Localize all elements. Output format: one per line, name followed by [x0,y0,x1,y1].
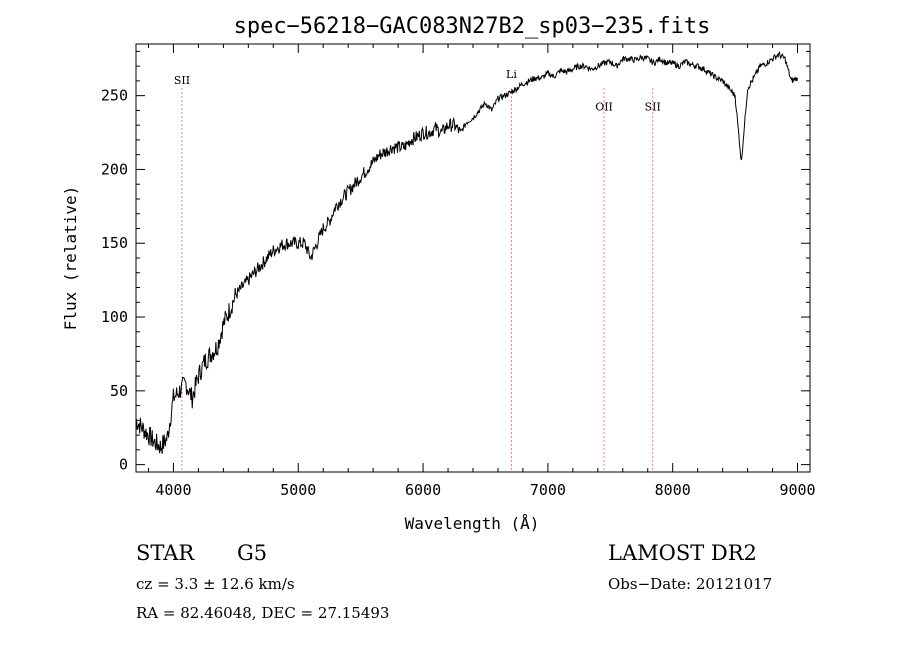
obs-date: Obs−Date: 20121017 [608,575,773,593]
y-tick-label: 250 [101,87,128,105]
x-tick-label: 5000 [280,481,316,499]
reference-lines [181,88,654,472]
tick-labels: 4000 5000 6000 7000 8000 9000 0 50 100 150 200 250 [101,87,816,499]
x-tick-label: 8000 [655,481,691,499]
x-tick-label: 6000 [405,481,441,499]
feature-label: SII [174,74,190,87]
survey-label: LAMOST DR2 [608,541,757,565]
spectrum-line [135,51,798,454]
y-tick-label: 200 [101,160,128,178]
x-tick-label: 9000 [779,481,815,499]
axis-ticks [136,44,810,472]
x-tick-label: 7000 [530,481,566,499]
feature-label: OII [595,100,613,113]
object-subclass: G5 [237,541,268,565]
x-axis-label: Wavelength (Å) [405,514,540,533]
feature-label: Li [506,68,517,81]
y-tick-label: 100 [101,308,128,326]
object-class: STAR [136,541,195,565]
line-annotations: SII Li OII SII [174,68,661,113]
y-tick-label: 50 [110,382,128,400]
x-tick-label: 4000 [155,481,191,499]
y-tick-label: 0 [119,456,128,474]
y-axis-label: Flux (relative) [61,186,80,331]
feature-label: SII [645,100,661,113]
redshift-line: cz = 3.3 ± 12.6 km/s [136,575,295,593]
plot-frame [135,43,811,473]
chart-title: spec−56218−GAC083N27B2_sp03−235.fits [234,14,711,39]
coordinates-line: RA = 82.46048, DEC = 27.15493 [136,604,390,622]
y-tick-label: 150 [101,234,128,252]
